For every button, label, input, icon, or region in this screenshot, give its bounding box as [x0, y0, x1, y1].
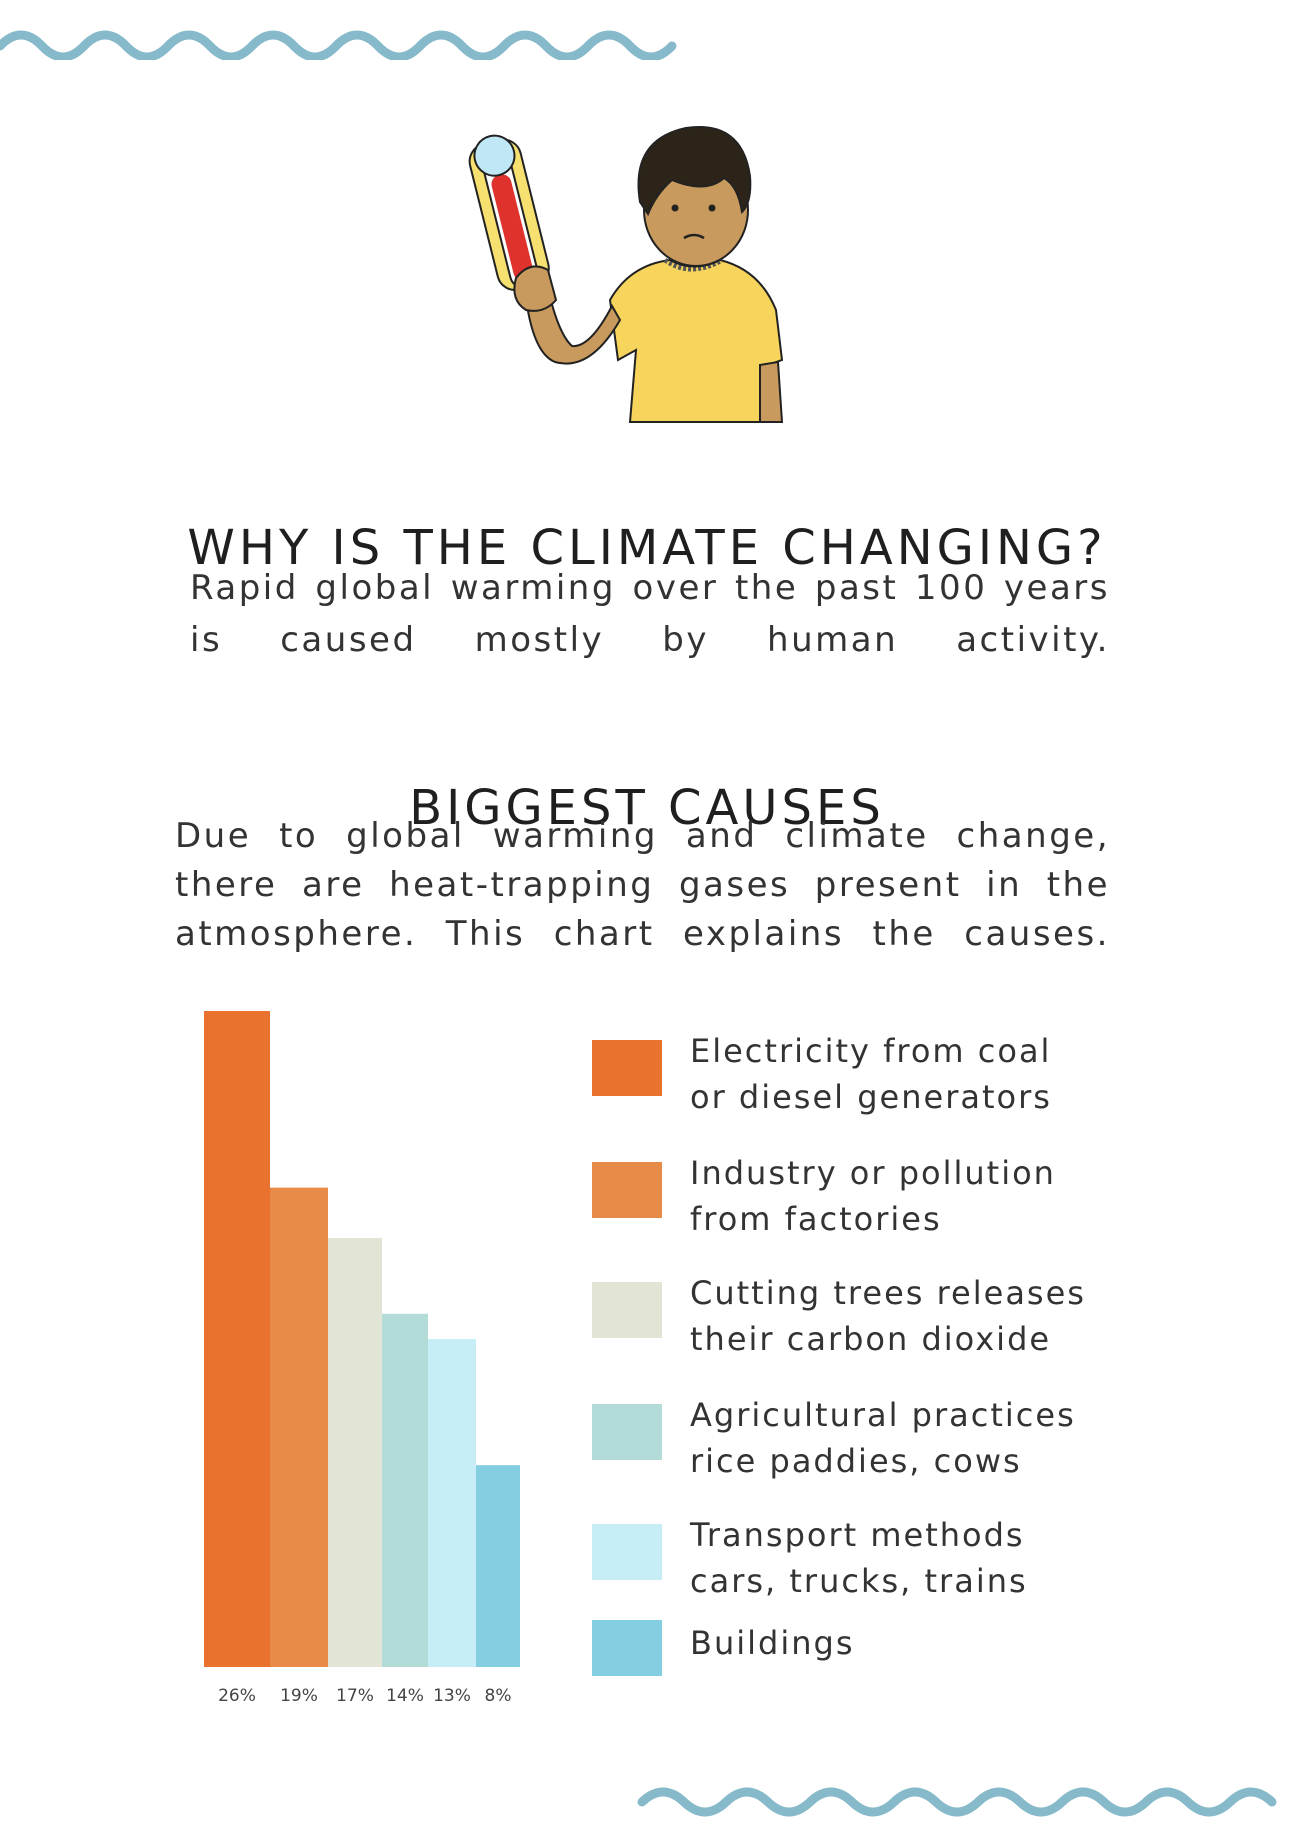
bar-value-label: 19% — [280, 1686, 318, 1706]
bottom-wave-decoration — [637, 1787, 1277, 1817]
left-eye — [671, 204, 679, 212]
legend-label: Buildings — [690, 1620, 1150, 1666]
legend-label: Cutting trees releases their carbon diox… — [690, 1270, 1150, 1362]
legend-label: Electricity from coal or diesel generato… — [690, 1028, 1150, 1120]
legend-label-line: Electricity from coal — [690, 1032, 1052, 1070]
causes-line: there are heat-trapping gases present in… — [175, 865, 1110, 905]
causes-line: atmosphere. This chart explains the caus… — [175, 914, 1110, 954]
bar-value-label: 13% — [433, 1686, 471, 1706]
thermometer-mercury — [491, 174, 534, 281]
thermometer-bulb-top — [473, 134, 516, 177]
legend-swatch — [592, 1404, 662, 1460]
legend-label-line: Buildings — [690, 1624, 855, 1662]
legend-item: Agricultural practices rice paddies, cow… — [592, 1396, 1152, 1504]
bar-2 — [270, 1187, 328, 1667]
legend-label: Transport methods cars, trucks, trains — [690, 1512, 1150, 1604]
intro-paragraph: Rapid global warming over the past 100 y… — [190, 562, 1110, 666]
legend-item: Cutting trees releases their carbon diox… — [592, 1274, 1152, 1382]
bar-5 — [428, 1339, 476, 1667]
bar-value-label: 26% — [218, 1686, 256, 1706]
boy-figure — [522, 126, 784, 423]
legend-item: Electricity from coal or diesel generato… — [592, 1032, 1152, 1140]
intro-line: Rapid global warming over the past 100 y… — [190, 568, 1110, 608]
right-arm — [759, 360, 784, 423]
legend-swatch — [592, 1282, 662, 1338]
right-eye — [708, 204, 716, 212]
intro-line: is caused mostly by human activity. — [190, 620, 1110, 660]
legend-item: Buildings — [592, 1620, 1152, 1720]
legend-label-line: rice paddies, cows — [690, 1442, 1022, 1480]
legend-label-line: or diesel generators — [690, 1078, 1052, 1116]
legend-swatch — [592, 1162, 662, 1218]
section-title: BIGGEST CAUSES — [409, 779, 885, 836]
bar-3 — [328, 1238, 382, 1667]
legend-label-line: Transport methods — [690, 1516, 1025, 1554]
bar-value-label: 14% — [386, 1686, 424, 1706]
frown — [683, 233, 705, 240]
hand — [513, 265, 558, 312]
legend-item: Industry or pollution from factories — [592, 1154, 1152, 1262]
legend-label-line: from factories — [690, 1200, 942, 1238]
hair — [637, 126, 752, 217]
boy-with-thermometer-illustration — [468, 126, 784, 423]
legend-label-line: Industry or pollution — [690, 1154, 1056, 1192]
legend-swatch — [592, 1620, 662, 1676]
yellow-shirt — [608, 259, 784, 423]
top-wave-line — [0, 30, 677, 60]
legend-label: Industry or pollution from factories — [690, 1150, 1150, 1242]
top-wave-decoration — [0, 30, 677, 60]
bar-value-label: 17% — [336, 1686, 374, 1706]
legend-item: Transport methods cars, trucks, trains — [592, 1516, 1152, 1624]
page-title: WHY IS THE CLIMATE CHANGING? — [187, 520, 1107, 577]
bar-value-label: 8% — [485, 1686, 512, 1706]
legend-swatch — [592, 1524, 662, 1580]
causes-paragraph: Due to global warming and climate change… — [175, 812, 1110, 959]
bar-1 — [204, 1011, 270, 1667]
legend-label-line: Cutting trees releases — [690, 1274, 1086, 1312]
bar-4 — [382, 1313, 428, 1667]
shirt-collar — [663, 257, 724, 272]
legend-label-line: their carbon dioxide — [690, 1320, 1052, 1358]
causes-bar-chart: 26% 19% 17% 14% 13% 8% — [204, 1011, 520, 1706]
bottom-wave-line — [637, 1787, 1277, 1817]
legend-label: Agricultural practices rice paddies, cow… — [690, 1392, 1150, 1484]
legend-swatch — [592, 1040, 662, 1096]
thermometer — [468, 134, 550, 299]
causes-line: Due to global warming and climate change… — [175, 816, 1110, 856]
legend-label-line: Agricultural practices — [690, 1396, 1076, 1434]
bar-6 — [476, 1465, 520, 1667]
legend-label-line: cars, trucks, trains — [690, 1562, 1028, 1600]
